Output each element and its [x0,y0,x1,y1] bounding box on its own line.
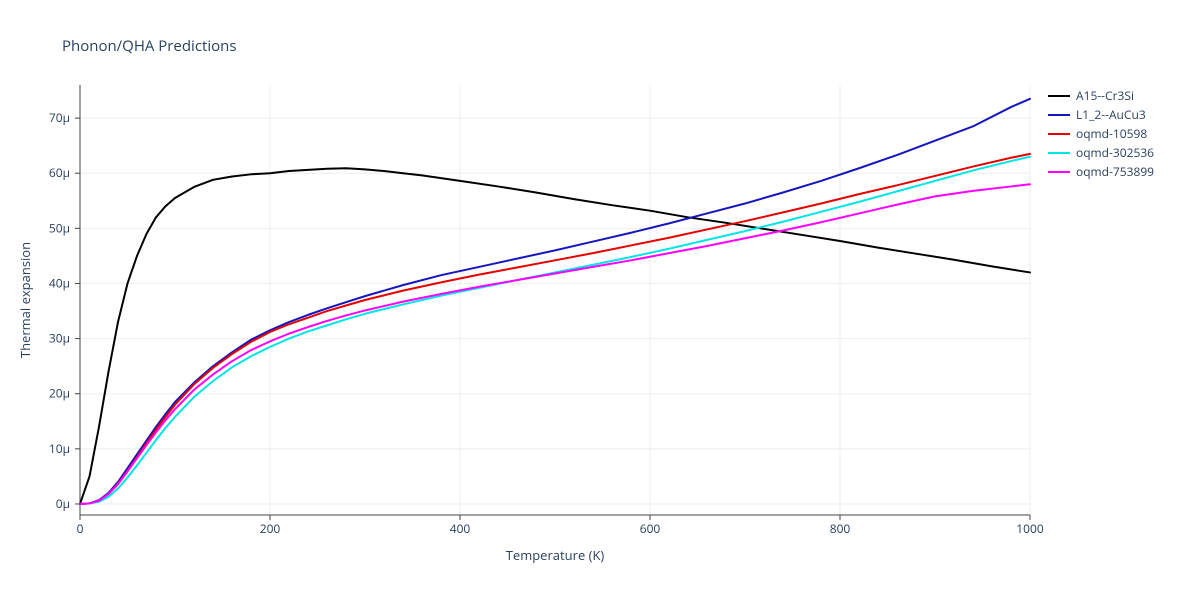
y-tick-label: 40µ [49,274,70,291]
y-tick-label: 20µ [49,385,70,402]
y-tick-label: 0µ [56,495,70,512]
x-tick-label: 200 [260,520,281,537]
legend-item[interactable]: oqmd-302536 [1048,143,1154,162]
legend-item[interactable]: A15--Cr3Si [1048,86,1154,105]
legend: A15--Cr3Si L1_2--AuCu3 oqmd-10598 oqmd-3025… [1048,86,1154,181]
legend-swatch [1048,133,1070,135]
series-layer [80,99,1030,504]
series-line[interactable] [80,168,1030,504]
legend-item[interactable]: L1_2--AuCu3 [1048,105,1154,124]
x-tick-label: 800 [830,520,851,537]
legend-swatch [1048,152,1070,154]
legend-label: L1_2--AuCu3 [1076,106,1146,123]
x-tick-label: 1000 [1016,520,1044,537]
y-axis-label: Thermal expansion [16,242,34,358]
legend-swatch [1048,114,1070,116]
legend-label: oqmd-753899 [1076,163,1154,180]
chart-title: Phonon/QHA Predictions [62,36,237,56]
legend-label: oqmd-302536 [1076,144,1154,161]
legend-item[interactable]: oqmd-753899 [1048,162,1154,181]
legend-label: oqmd-10598 [1076,125,1147,142]
legend-swatch [1048,171,1070,173]
x-axis-label: Temperature (K) [506,546,605,564]
legend-swatch [1048,95,1070,97]
grid-layer [80,85,1030,515]
chart-svg: 0 200 400 600 800 1000 0µ 10µ 20µ 30µ 40µ 50µ 60µ 70µ… [0,0,1200,600]
y-tick-label: 50µ [49,219,70,236]
y-tick-label: 30µ [49,330,70,347]
legend-label: A15--Cr3Si [1076,87,1134,104]
y-tick-label: 60µ [49,164,70,181]
x-tick-label: 600 [640,520,661,537]
series-line[interactable] [80,99,1030,504]
y-tick-label: 70µ [49,109,70,126]
axes-layer [80,85,1030,515]
legend-item[interactable]: oqmd-10598 [1048,124,1154,143]
y-tick-label: 10µ [49,440,70,457]
x-tick-label: 400 [450,520,471,537]
series-line[interactable] [80,184,1030,504]
series-line[interactable] [80,157,1030,504]
x-tick-label: 0 [77,520,84,537]
